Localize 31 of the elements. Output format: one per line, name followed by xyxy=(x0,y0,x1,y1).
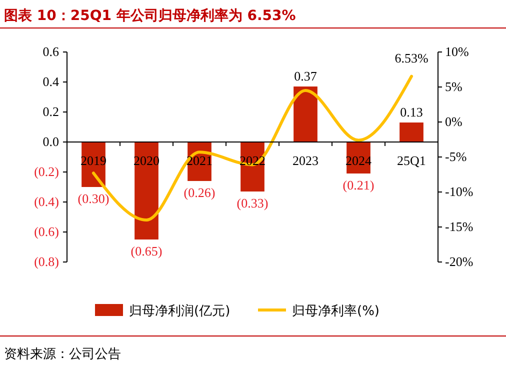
y-tick-label: (0.6) xyxy=(34,224,59,239)
legend-label: 归母净利率(%) xyxy=(292,303,380,319)
data-label: 6.53% xyxy=(394,50,428,66)
legend-label: 归母净利润(亿元) xyxy=(129,304,230,319)
x-tick-label: 2023 xyxy=(292,153,318,168)
data-label: 0.13 xyxy=(400,104,423,120)
x-tick-label: 25Q1 xyxy=(397,153,426,168)
y-tick-label: (0.4) xyxy=(34,194,59,209)
y-tick-label: 0.0 xyxy=(42,134,59,149)
data-label: (0.30) xyxy=(78,191,110,206)
data-label: (0.21) xyxy=(342,178,374,192)
y2-tick-label: -5% xyxy=(445,149,467,164)
y-tick-label: 0.6 xyxy=(42,44,60,59)
bar xyxy=(294,86,318,142)
data-label: 0.37 xyxy=(294,68,318,84)
data-label: (0.65) xyxy=(130,244,162,258)
y-tick-label: (0.2) xyxy=(34,164,59,179)
y2-tick-label: 0% xyxy=(445,114,462,129)
data-label: (0.33) xyxy=(236,196,268,210)
y2-tick-label: 10% xyxy=(445,44,469,59)
y-tick-label: (0.8) xyxy=(34,254,59,269)
chart-title: 图表 10：25Q1 年公司归母净利率为 6.53% xyxy=(4,7,296,24)
y2-tick-label: 5% xyxy=(445,79,462,94)
y-tick-label: 0.4 xyxy=(42,74,60,89)
y2-tick-label: -10% xyxy=(445,184,474,199)
y-tick-label: 0.2 xyxy=(42,104,59,119)
bar xyxy=(400,122,424,142)
y2-tick-label: -15% xyxy=(445,219,474,234)
data-label: (0.26) xyxy=(184,185,216,200)
text: 资料来源：公司公告 xyxy=(4,347,121,362)
y2-tick-label: -20% xyxy=(445,254,474,269)
